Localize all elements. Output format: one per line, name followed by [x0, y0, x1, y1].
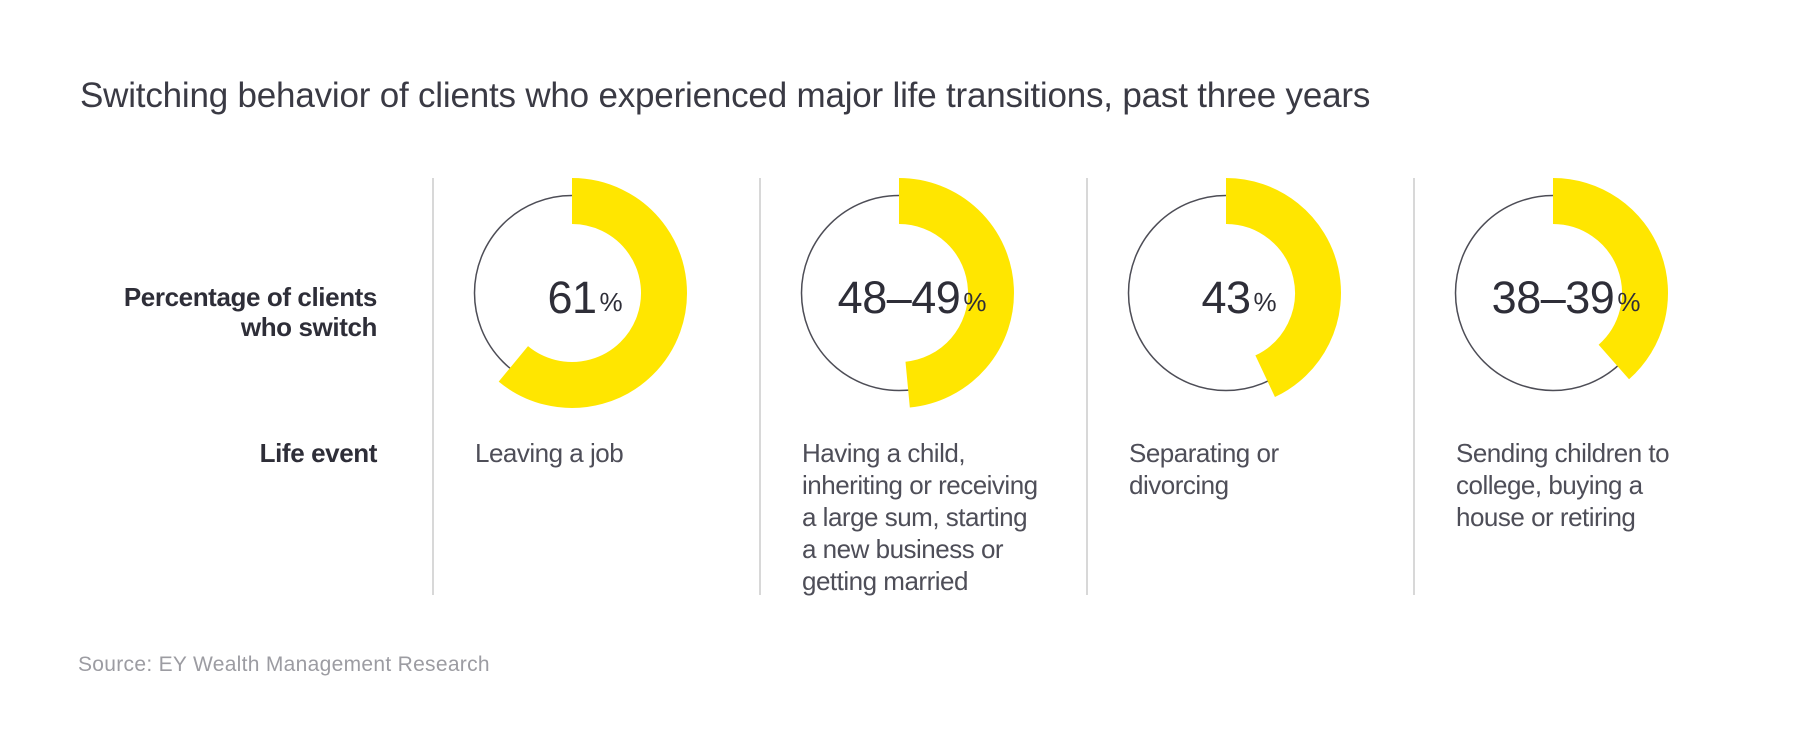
life-event-column-4: 38–39% Sending children to college, buyi… [1413, 0, 1740, 750]
donut-chart: 48–49% [783, 177, 1015, 409]
percentage-value: 61 [547, 271, 597, 323]
donut-arc [1552, 178, 1668, 380]
life-event-label: Leaving a job [475, 438, 624, 468]
life-event-column-3: 43% Separating or divorcing [1086, 0, 1413, 750]
column-divider [1086, 178, 1088, 595]
percentage-value: 38–39 [1491, 271, 1615, 323]
donut-arc [898, 178, 1014, 408]
percentage-value-wrap: 48–49% [837, 271, 987, 323]
percentage-overlay: 43% [1110, 177, 1342, 409]
percentage-value-wrap: 61% [547, 271, 622, 323]
life-event-column-2: 48–49% Having a child, inheriting or rec… [759, 0, 1086, 750]
donut-svg [473, 178, 687, 408]
percent-sign: % [1617, 286, 1641, 317]
life-event-label: Sending children to college, buying a ho… [1456, 438, 1670, 532]
row-label-percentage-of-clients-who-switch: Percentage of clients who switch [123, 282, 378, 342]
donut-arc [1225, 178, 1341, 398]
source-note: Source: EY Wealth Management Research [78, 653, 490, 676]
row-label-life-event: Life event [259, 438, 378, 468]
donut-svg [800, 178, 1014, 408]
column-divider [759, 178, 761, 595]
donut-chart: 38–39% [1437, 177, 1669, 409]
percentage-overlay: 48–49% [783, 177, 1015, 409]
percentage-value-wrap: 38–39% [1491, 271, 1641, 323]
percent-sign: % [963, 286, 987, 317]
life-event-column-1: 61% Leaving a job [432, 0, 759, 750]
column-divider [1413, 178, 1415, 595]
column-divider [432, 178, 434, 595]
percentage-value-wrap: 43% [1201, 271, 1276, 323]
life-event-label: Separating or divorcing [1129, 438, 1279, 500]
percentage-overlay: 38–39% [1437, 177, 1669, 409]
percentage-value: 48–49 [837, 271, 961, 323]
chart-title: Switching behavior of clients who experi… [80, 76, 1371, 115]
donut-chart: 61% [456, 177, 688, 409]
life-event-label: Having a child, inheriting or receiving … [802, 438, 1038, 596]
donut-svg [1127, 178, 1341, 398]
donut-arc [498, 178, 687, 408]
percentage-overlay: 61% [456, 177, 688, 409]
percent-sign: % [1253, 286, 1277, 317]
percent-sign: % [599, 286, 623, 317]
percentage-value: 43 [1201, 271, 1251, 323]
donut-svg [1454, 178, 1668, 392]
donut-chart: 43% [1110, 177, 1342, 409]
